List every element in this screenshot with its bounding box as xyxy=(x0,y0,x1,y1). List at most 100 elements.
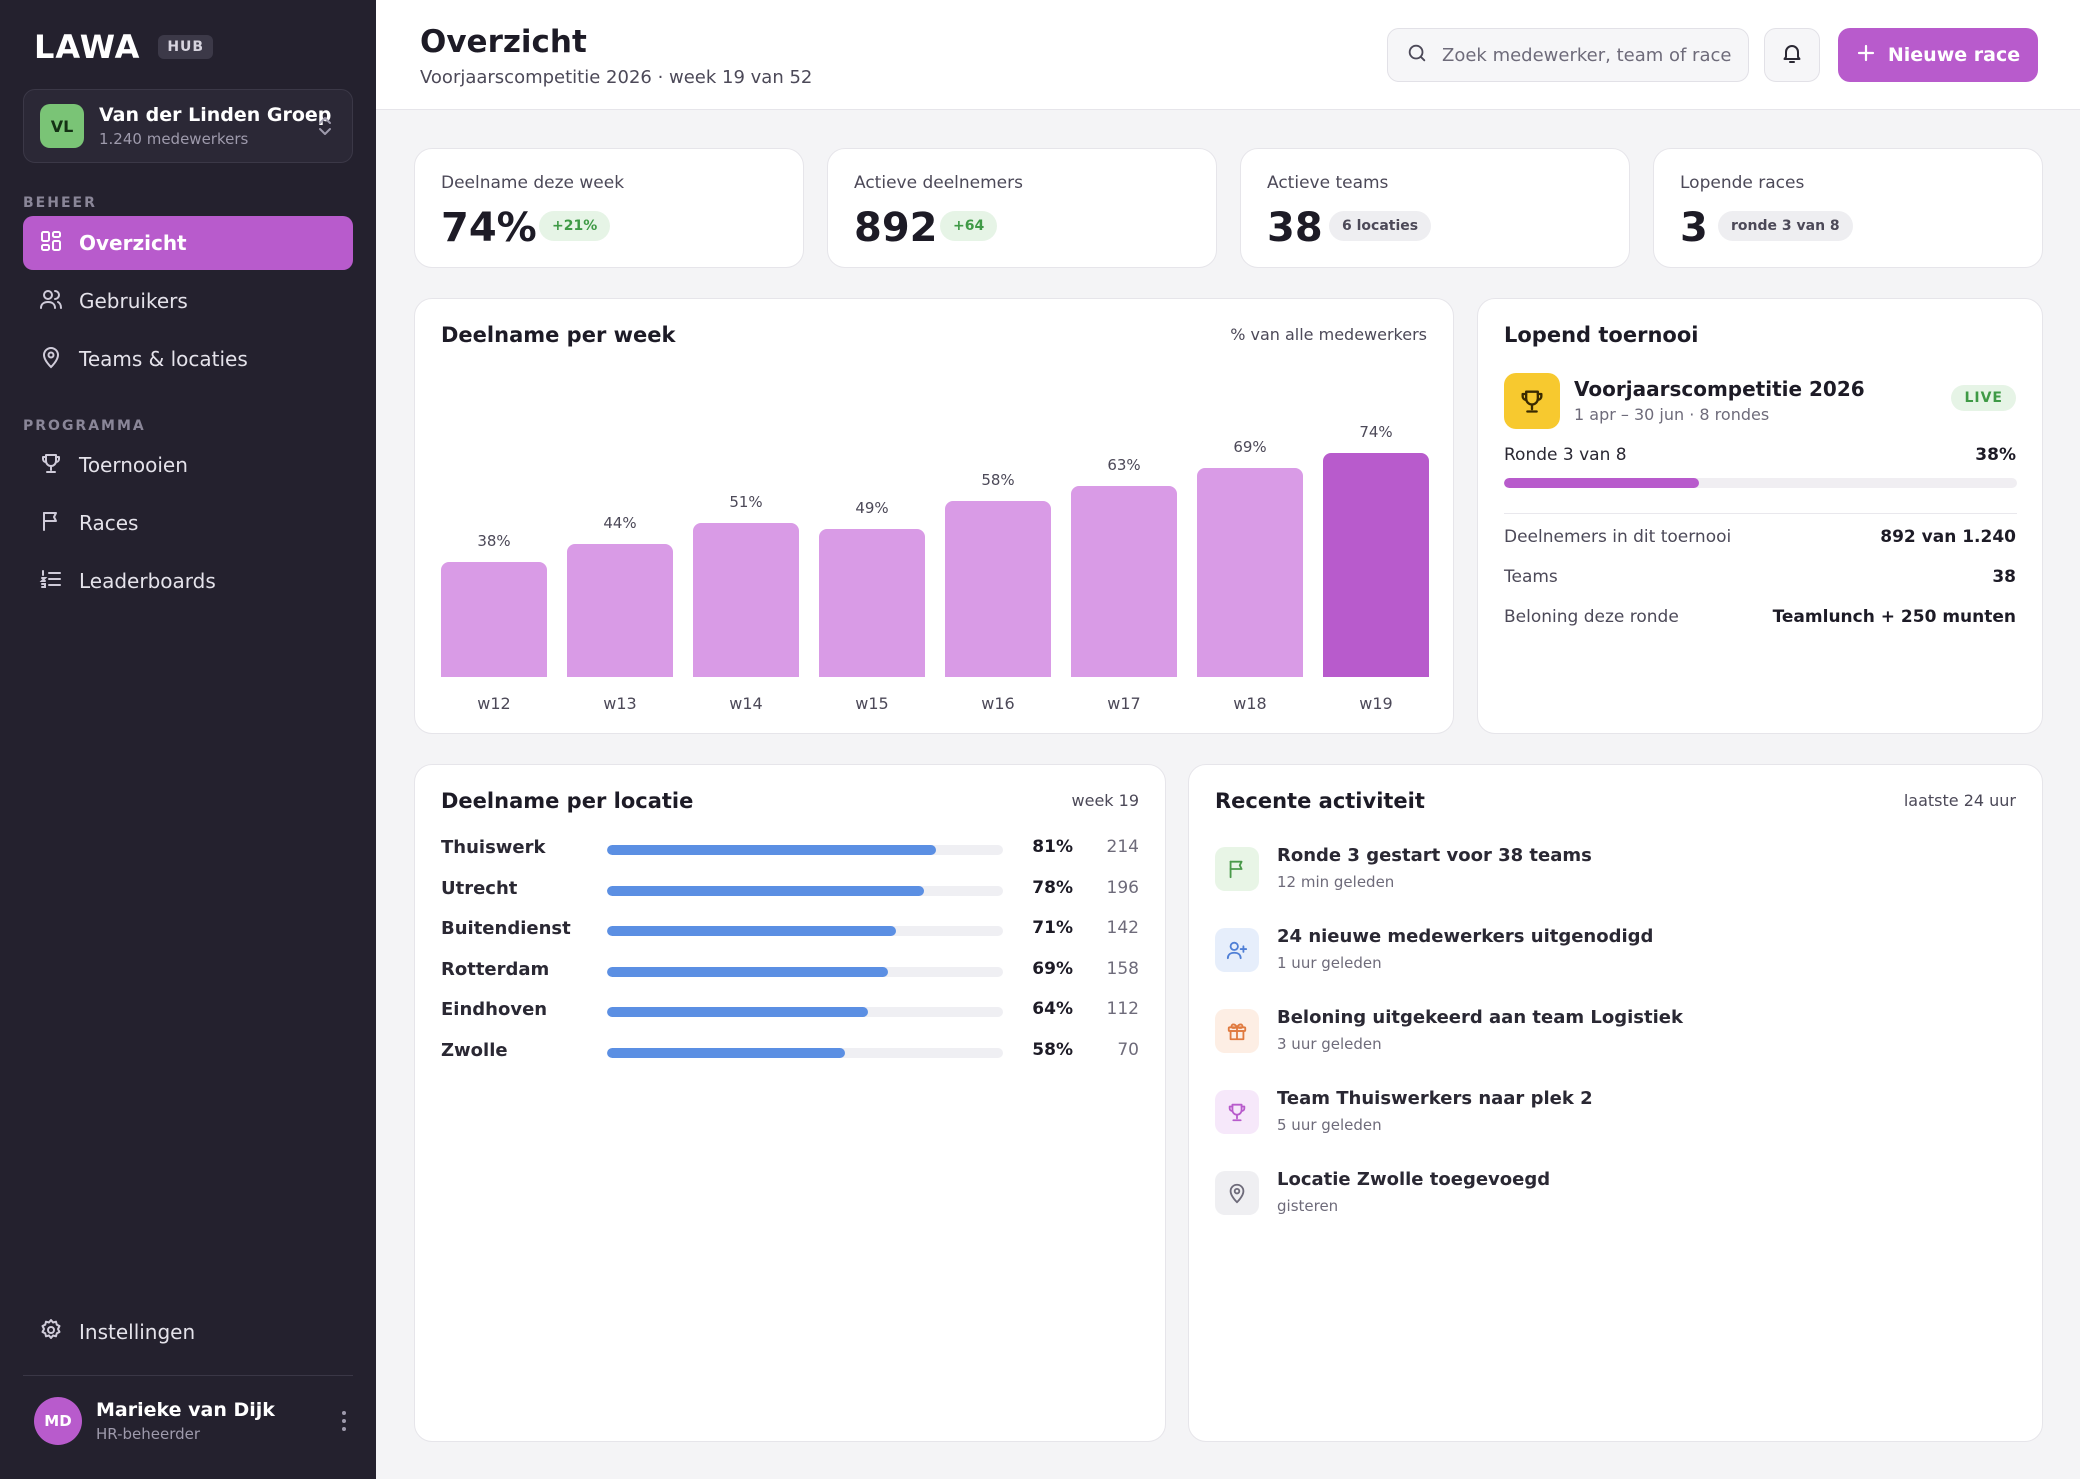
activity-title: Beloning uitgekeerd aan team Logistiek xyxy=(1277,1007,1683,1028)
activity-item[interactable]: Locatie Zwolle toegevoegd gisteren xyxy=(1215,1167,1995,1227)
location-percentage: 81% xyxy=(1032,837,1073,857)
sidebar-item-gebruikers[interactable]: Gebruikers xyxy=(23,274,353,328)
location-name: Rotterdam xyxy=(441,958,550,980)
logo-wordmark: LAWA xyxy=(34,28,141,66)
notifications-button[interactable] xyxy=(1764,28,1820,82)
tournament-stat-key: Teams xyxy=(1504,567,1558,587)
tournament-stat-key: Beloning deze ronde xyxy=(1504,607,1679,627)
location-percentage: 58% xyxy=(1032,1039,1073,1060)
chart-bar[interactable] xyxy=(1071,486,1177,677)
round-progress-bar xyxy=(1504,478,2017,488)
stat-value: 892 xyxy=(854,205,938,251)
chart-bar[interactable] xyxy=(1197,468,1303,677)
flag-icon xyxy=(39,509,63,538)
logo[interactable]: LAWA HUB xyxy=(34,28,214,66)
sidebar-item-overzicht[interactable]: Overzicht xyxy=(23,216,353,270)
locations-meta: week 19 xyxy=(1071,791,1139,810)
search-icon xyxy=(1406,42,1428,68)
activity-item[interactable]: Ronde 3 gestart voor 38 teams 12 min gele… xyxy=(1215,843,1995,903)
activity-item[interactable]: 24 nieuwe medewerkers uitgenodigd 1 uur g… xyxy=(1215,924,1995,984)
tournament-stat-value: 38 xyxy=(1992,567,2016,587)
location-name: Eindhoven xyxy=(441,999,548,1020)
org-avatar: VL xyxy=(40,104,84,148)
location-bar-fill xyxy=(607,885,924,896)
location-percentage: 71% xyxy=(1032,918,1073,938)
sidebar-divider xyxy=(23,1375,353,1376)
location-name: Utrecht xyxy=(441,877,518,899)
search-input[interactable] xyxy=(1442,44,1742,66)
locations-title: Deelname per locatie xyxy=(441,789,694,813)
org-employee-count: 1.240 medewerkers xyxy=(99,130,249,148)
location-percentage: 64% xyxy=(1032,999,1073,1019)
sidebar-item-label: Races xyxy=(79,511,139,535)
chart-x-tick: w19 xyxy=(1359,694,1393,713)
chart-bar-value: 49% xyxy=(855,499,889,517)
location-count: 112 xyxy=(1106,999,1139,1019)
chart-bar[interactable] xyxy=(441,562,547,677)
chevron-up-down-icon xyxy=(316,114,334,142)
round-progress-fill xyxy=(1504,478,1699,488)
stat-badge: 6 locaties xyxy=(1329,211,1432,241)
gift-icon xyxy=(1215,1009,1259,1053)
chart-bar[interactable] xyxy=(945,501,1051,677)
org-switcher[interactable]: VL Van der Linden Groep 1.240 medewerker… xyxy=(23,89,353,163)
location-bar xyxy=(607,966,1003,977)
chart-bar-value: 69% xyxy=(1233,438,1267,456)
stat-value: 3 xyxy=(1680,205,1708,251)
new-race-button[interactable]: Nieuwe race xyxy=(1838,28,2038,82)
sidebar-item-teams-locaties[interactable]: Teams & locaties xyxy=(23,332,353,386)
sidebar-item-races[interactable]: Races xyxy=(23,496,353,550)
location-bar xyxy=(607,1047,1003,1058)
tournament-name: Voorjaarscompetitie 2026 xyxy=(1574,377,1865,401)
chart-bar[interactable] xyxy=(567,544,673,677)
chart-bar-value: 44% xyxy=(603,514,637,532)
location-bar-fill xyxy=(607,1007,869,1017)
chart-bar[interactable] xyxy=(693,523,799,677)
chart-bar[interactable] xyxy=(1323,453,1429,677)
user-menu[interactable]: MD Marieke van Dijk HR-beheerder xyxy=(34,1390,354,1452)
chart-x-tick: w12 xyxy=(477,694,511,713)
location-name: Zwolle xyxy=(441,1039,508,1061)
tournament-stat-key: Deelnemers in dit toernooi xyxy=(1504,527,1732,547)
activity-item[interactable]: Beloning uitgekeerd aan team Logistiek 3 … xyxy=(1215,1005,1995,1065)
search-box[interactable] xyxy=(1387,28,1749,82)
stat-badge: ronde 3 van 8 xyxy=(1718,211,1853,241)
sidebar-item-label: Gebruikers xyxy=(79,289,188,313)
activity-item[interactable]: Team Thuiswerkers naar plek 2 5 uur geled… xyxy=(1215,1086,1995,1146)
sidebar-item-instellingen[interactable]: Instellingen xyxy=(23,1305,353,1359)
sidebar-item-toernooien[interactable]: Toernooien xyxy=(23,438,353,492)
location-name: Buitendienst xyxy=(441,918,571,939)
activity-time: 3 uur geleden xyxy=(1277,1035,1382,1053)
stat-label: Lopende races xyxy=(1680,173,1805,193)
chart-x-tick: w15 xyxy=(855,694,889,713)
map-pin-icon xyxy=(1215,1171,1259,1215)
activity-time: 1 uur geleden xyxy=(1277,954,1382,972)
stat-label: Deelname deze week xyxy=(441,173,625,193)
stat-card-races: Lopende races 3 ronde 3 van 8 xyxy=(1653,148,2043,268)
chart-bar-value: 58% xyxy=(981,471,1015,489)
chart-bar-value: 38% xyxy=(477,532,511,550)
stat-label: Actieve teams xyxy=(1267,173,1389,193)
users-icon xyxy=(39,287,63,316)
trophy-icon xyxy=(39,451,63,480)
chart-title: Deelname per week xyxy=(441,323,676,347)
running-tournament-card[interactable]: Lopend toernooi Voorjaarscompetitie 2026… xyxy=(1477,298,2043,734)
stat-label: Actieve deelnemers xyxy=(854,173,1023,193)
location-bar xyxy=(607,1007,1003,1017)
more-vertical-icon[interactable] xyxy=(338,1408,350,1438)
new-race-label: Nieuwe race xyxy=(1887,44,2021,66)
chart-x-tick: w14 xyxy=(729,694,763,713)
divider xyxy=(1504,513,2017,514)
status-badge: LIVE xyxy=(1951,385,2016,411)
sidebar-item-label: Instellingen xyxy=(79,1320,196,1344)
activity-time: gisteren xyxy=(1277,1197,1339,1215)
location-count: 158 xyxy=(1106,958,1139,979)
sidebar-item-leaderboards[interactable]: Leaderboards xyxy=(23,554,353,608)
trophy-icon xyxy=(1504,373,1560,429)
activity-title: 24 nieuwe medewerkers uitgenodigd xyxy=(1277,926,1654,947)
plus-icon xyxy=(1856,43,1876,68)
tournament-stat-value: Teamlunch + 250 munten xyxy=(1772,607,2016,627)
chart-bar[interactable] xyxy=(819,529,925,677)
stat-badge: +64 xyxy=(940,211,998,241)
round-label: Ronde 3 van 8 xyxy=(1504,445,1627,465)
